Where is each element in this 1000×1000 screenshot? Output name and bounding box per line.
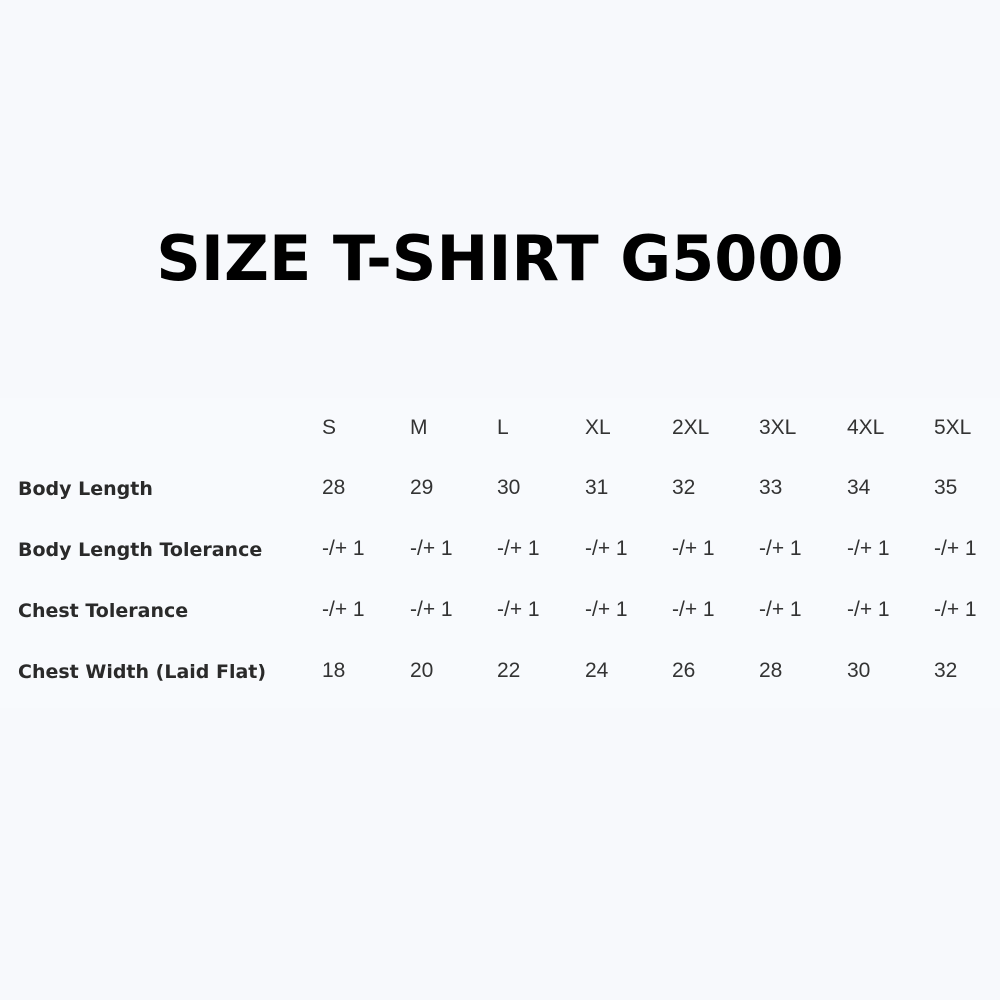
table-cell: -/+ 1 <box>759 537 802 560</box>
table-cell: 20 <box>410 659 434 682</box>
table-cell: -/+ 1 <box>322 598 365 621</box>
table-cell: -/+ 1 <box>847 598 890 621</box>
table-cell: -/+ 1 <box>585 598 628 621</box>
table-cell: 32 <box>934 659 958 682</box>
table-cell: 22 <box>497 659 521 682</box>
table-cell: 31 <box>585 476 609 499</box>
column-header-2xl: 2XL <box>672 416 710 439</box>
table-cell: 26 <box>672 659 696 682</box>
table-cell: 32 <box>672 476 696 499</box>
table-cell: -/+ 1 <box>847 537 890 560</box>
table-cell: -/+ 1 <box>497 537 540 560</box>
table-cell: -/+ 1 <box>934 598 977 621</box>
column-header-m: M <box>410 416 428 439</box>
column-header-3xl: 3XL <box>759 416 797 439</box>
table-cell: -/+ 1 <box>497 598 540 621</box>
table-cell: 18 <box>322 659 346 682</box>
row-label: Chest Tolerance <box>18 600 189 622</box>
row-label: Body Length Tolerance <box>18 539 263 561</box>
table-cell: 33 <box>759 476 783 499</box>
row-label: Chest Width (Laid Flat) <box>18 661 267 683</box>
table-cell: 28 <box>322 476 346 499</box>
table-cell: -/+ 1 <box>410 598 453 621</box>
table-cell: 30 <box>847 659 871 682</box>
table-cell: -/+ 1 <box>759 598 802 621</box>
column-header-s: S <box>322 416 337 439</box>
table-cell: -/+ 1 <box>410 537 453 560</box>
page-title: SIZE T-SHIRT G5000 <box>156 222 844 295</box>
table-cell: 28 <box>759 659 783 682</box>
column-header-4xl: 4XL <box>847 416 885 439</box>
table-cell: 24 <box>585 659 609 682</box>
column-header-l: L <box>497 416 509 439</box>
table-cell: 30 <box>497 476 521 499</box>
column-header-xl: XL <box>585 416 611 439</box>
row-label: Body Length <box>18 478 153 500</box>
table-cell: 34 <box>847 476 871 499</box>
table-cell: 35 <box>934 476 958 499</box>
table-cell: 29 <box>410 476 434 499</box>
column-header-5xl: 5XL <box>934 416 972 439</box>
size-table: S M L XL 2XL 3XL 4XL 5XL Body Length 28 29 30 31 32 33… <box>0 398 1000 708</box>
table-cell: -/+ 1 <box>585 537 628 560</box>
table-cell: -/+ 1 <box>672 598 715 621</box>
table-cell: -/+ 1 <box>672 537 715 560</box>
table-cell: -/+ 1 <box>934 537 977 560</box>
table-cell: -/+ 1 <box>322 537 365 560</box>
